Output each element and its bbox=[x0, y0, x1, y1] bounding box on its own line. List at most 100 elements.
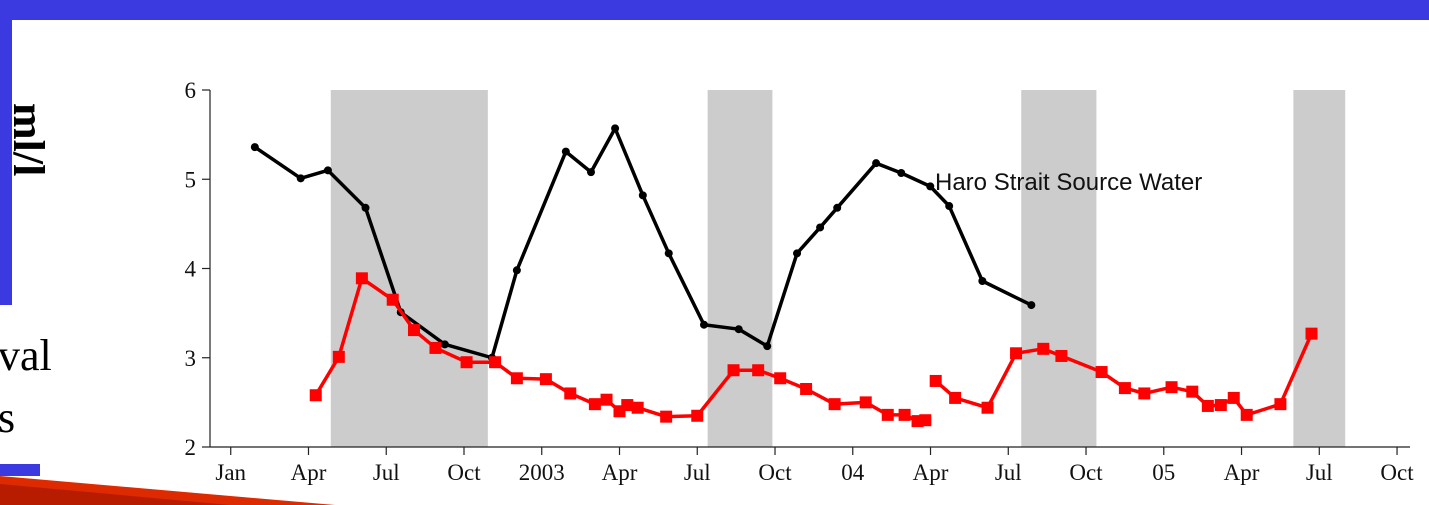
x-tick-label: Apr bbox=[913, 460, 949, 485]
marker bbox=[793, 249, 802, 258]
x-tick-label: Oct bbox=[1380, 460, 1414, 485]
swoosh-shade bbox=[0, 484, 230, 505]
marker bbox=[1010, 347, 1023, 360]
marker bbox=[734, 325, 743, 334]
text-fragment: val bbox=[0, 331, 52, 380]
marker bbox=[859, 396, 872, 409]
x-tick-label: 04 bbox=[841, 460, 865, 485]
marker bbox=[660, 410, 673, 423]
marker bbox=[512, 266, 521, 275]
marker bbox=[1274, 398, 1287, 411]
y-tick-label: 5 bbox=[185, 167, 197, 192]
marker bbox=[1055, 349, 1068, 362]
x-tick-label: 2003 bbox=[519, 460, 565, 485]
marker bbox=[1037, 342, 1050, 355]
marker bbox=[561, 147, 570, 156]
x-tick-label: Jan bbox=[215, 460, 246, 485]
marker bbox=[919, 414, 932, 427]
marker bbox=[774, 372, 787, 385]
marker bbox=[355, 272, 368, 285]
marker bbox=[763, 342, 772, 351]
x-tick-label: Jul bbox=[373, 460, 400, 485]
marker bbox=[872, 159, 881, 168]
marker bbox=[691, 409, 704, 422]
x-tick-label: Oct bbox=[447, 460, 481, 485]
marker bbox=[332, 350, 345, 363]
marker bbox=[1305, 327, 1318, 340]
shaded-span bbox=[1021, 90, 1097, 447]
marker bbox=[699, 320, 708, 329]
marker bbox=[881, 408, 894, 421]
x-tick-label: Oct bbox=[758, 460, 792, 485]
marker bbox=[1227, 391, 1240, 404]
y-tick-label: 6 bbox=[185, 78, 197, 103]
marker bbox=[386, 293, 399, 306]
marker bbox=[1138, 387, 1151, 400]
marker bbox=[296, 174, 305, 183]
x-tick-label: Apr bbox=[602, 460, 638, 485]
marker bbox=[250, 143, 259, 152]
y-tick-label: 2 bbox=[185, 435, 197, 460]
y-tick-label: 3 bbox=[185, 346, 197, 371]
marker bbox=[361, 203, 370, 212]
marker bbox=[631, 401, 644, 414]
marker bbox=[897, 169, 906, 178]
marker bbox=[929, 374, 942, 387]
marker bbox=[539, 373, 552, 386]
marker bbox=[440, 340, 449, 349]
plot: 2 3 4 5 6 Jan Apr Jul Oct 2003 Apr Jul Oct 04 Apr Jul Oc… bbox=[185, 78, 1415, 485]
marker bbox=[828, 398, 841, 411]
x-tick-label: Oct bbox=[1069, 460, 1103, 485]
marker bbox=[1214, 399, 1227, 412]
top-bar bbox=[0, 0, 1429, 20]
marker bbox=[727, 364, 740, 377]
side-bar bbox=[0, 0, 12, 305]
marker bbox=[800, 382, 813, 395]
marker bbox=[638, 191, 647, 200]
marker bbox=[949, 391, 962, 404]
marker bbox=[664, 249, 673, 258]
marker bbox=[323, 166, 332, 175]
text-fragment: s bbox=[0, 393, 15, 442]
marker bbox=[429, 341, 442, 354]
marker bbox=[981, 401, 994, 414]
y-tick-label: 4 bbox=[185, 257, 197, 282]
marker bbox=[833, 203, 842, 212]
marker bbox=[1201, 399, 1214, 412]
x-tick-label: 05 bbox=[1152, 460, 1175, 485]
marker bbox=[1118, 382, 1131, 395]
marker bbox=[407, 324, 420, 337]
marker bbox=[586, 168, 595, 177]
marker bbox=[510, 372, 523, 385]
marker bbox=[309, 389, 322, 402]
marker bbox=[611, 124, 620, 133]
marker bbox=[752, 364, 765, 377]
shaded-span bbox=[330, 90, 488, 447]
x-tick-label: Apr bbox=[291, 460, 327, 485]
marker bbox=[926, 182, 935, 191]
marker bbox=[978, 276, 987, 285]
side-label: ml/l bbox=[4, 103, 53, 176]
marker bbox=[945, 202, 954, 211]
x-tick-label: Jul bbox=[995, 460, 1022, 485]
x-tick-label: Apr bbox=[1224, 460, 1260, 485]
marker bbox=[621, 399, 634, 412]
marker bbox=[588, 398, 601, 411]
shaded-span bbox=[707, 90, 773, 447]
marker bbox=[1095, 366, 1108, 379]
marker bbox=[1186, 385, 1199, 398]
marker bbox=[898, 408, 911, 421]
marker bbox=[564, 387, 577, 400]
x-tick-label: Jul bbox=[1306, 460, 1333, 485]
annotation: Haro Strait Source Water bbox=[935, 169, 1202, 196]
marker bbox=[460, 356, 473, 369]
side-block bbox=[0, 464, 40, 476]
marker bbox=[489, 356, 502, 369]
marker bbox=[816, 223, 825, 232]
marker bbox=[600, 393, 613, 406]
marker bbox=[1240, 408, 1253, 421]
marker bbox=[1165, 381, 1178, 394]
marker bbox=[1027, 301, 1036, 310]
